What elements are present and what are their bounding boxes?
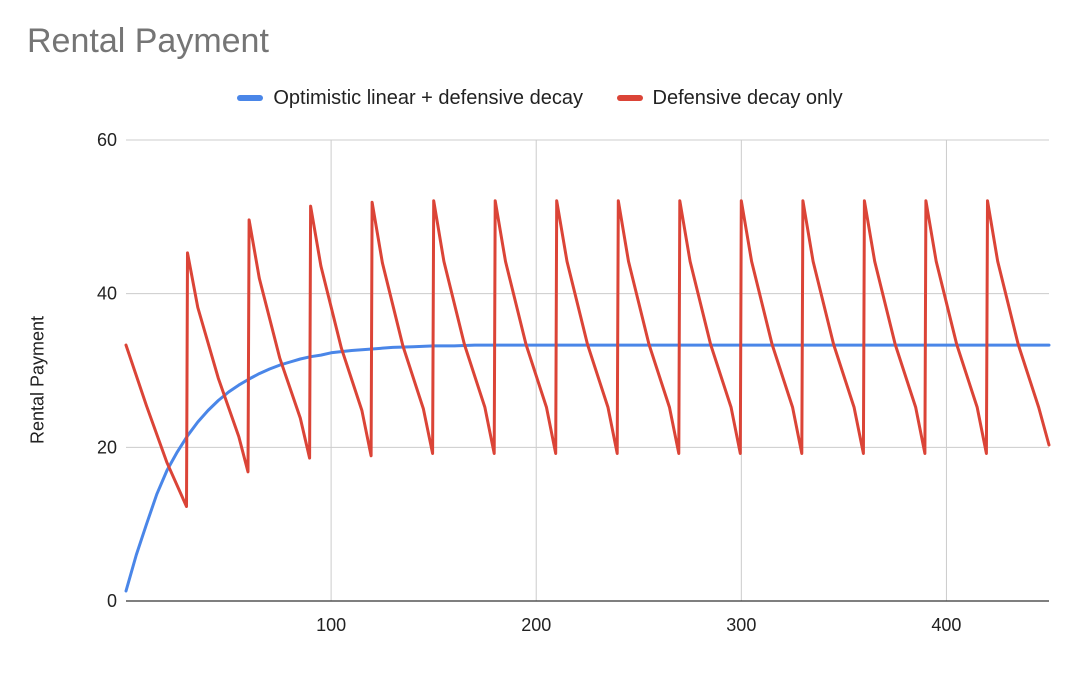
y-tick-label-40: 40 (97, 284, 117, 304)
legend-item-optimistic[interactable]: Optimistic linear + defensive decay (237, 87, 583, 110)
y-tick-label-60: 60 (97, 130, 117, 150)
x-tick-label-100: 100 (316, 615, 346, 635)
legend-label-optimistic: Optimistic linear + defensive decay (273, 86, 583, 109)
x-tick-label-300: 300 (726, 615, 756, 635)
legend-swatch-optimistic (237, 95, 264, 101)
legend-item-defensive[interactable]: Defensive decay only (616, 86, 843, 110)
legend: Optimistic linear + defensive decay Defe… (0, 84, 1080, 110)
chart-title: Rental Payment (27, 22, 269, 60)
x-tick-label-200: 200 (521, 615, 551, 635)
legend-swatch-defensive (616, 95, 643, 101)
legend-label-defensive: Defensive decay only (652, 86, 843, 109)
x-tick-label-400: 400 (931, 615, 961, 635)
series-line-defensive (124, 199, 1051, 508)
series-line-optimistic (124, 343, 1051, 593)
y-tick-label-20: 20 (97, 437, 117, 457)
y-tick-label-0: 0 (107, 591, 117, 611)
